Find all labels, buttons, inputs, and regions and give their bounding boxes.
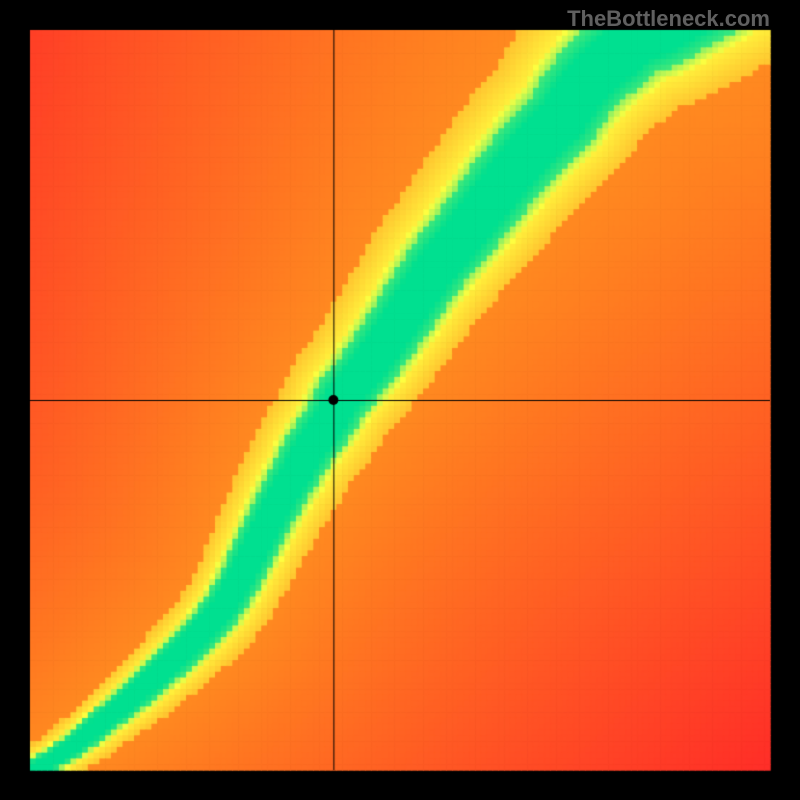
heatmap-canvas <box>0 0 800 800</box>
watermark-text: TheBottleneck.com <box>567 6 770 32</box>
chart-container: TheBottleneck.com <box>0 0 800 800</box>
